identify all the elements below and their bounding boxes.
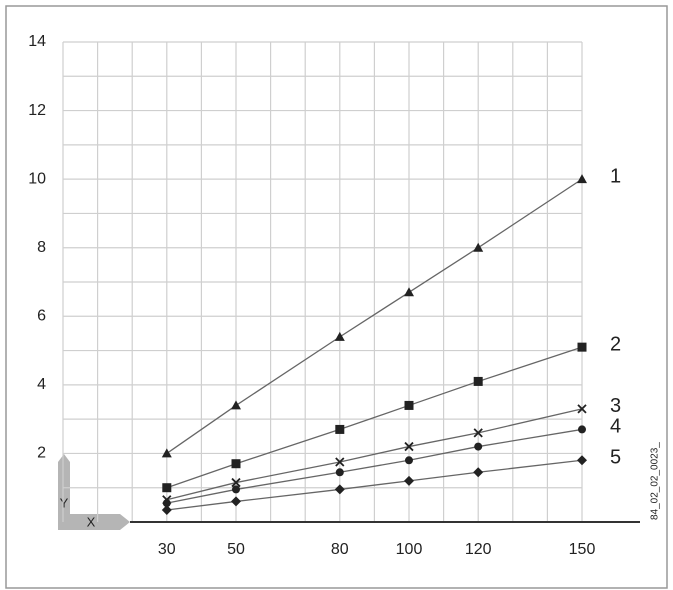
y-tick-label: 4 — [37, 376, 46, 393]
x-tick-label: 100 — [396, 541, 423, 558]
x-tick-label: 80 — [331, 541, 349, 558]
y-tick-label: 8 — [37, 239, 46, 256]
marker — [577, 455, 587, 466]
figure-code: 84_02_02_0023_ — [650, 442, 661, 520]
marker — [162, 499, 171, 508]
axis-icon-x: X — [87, 514, 96, 529]
series-line — [166, 428, 583, 504]
marker — [335, 424, 345, 434]
series-label: 3 — [610, 395, 621, 417]
series-label: 2 — [610, 333, 621, 355]
marker — [231, 496, 241, 507]
series-line — [166, 178, 583, 454]
marker — [473, 467, 484, 478]
x-tick-label: 50 — [227, 541, 245, 558]
marker — [231, 477, 241, 488]
marker — [161, 448, 172, 458]
y-tick-label: 14 — [28, 33, 46, 50]
x-tick-label: 120 — [465, 541, 492, 558]
x-tick-label: 150 — [569, 541, 596, 558]
marker — [473, 376, 483, 386]
marker — [335, 468, 344, 477]
marker — [577, 404, 587, 414]
y-tick-label: 10 — [28, 170, 46, 187]
marker — [404, 441, 414, 452]
marker — [232, 485, 240, 494]
marker — [577, 342, 587, 352]
marker — [473, 242, 484, 252]
marker — [405, 456, 413, 465]
series-line — [166, 346, 583, 489]
grid — [62, 41, 583, 522]
series-label: 5 — [610, 447, 621, 469]
marker — [404, 400, 414, 410]
marker — [473, 428, 483, 438]
x-tick-label: 30 — [158, 541, 176, 558]
y-tick-label: 6 — [37, 308, 46, 325]
marker — [474, 442, 483, 451]
marker — [231, 459, 241, 469]
marker — [334, 484, 345, 495]
series-line — [166, 459, 583, 511]
marker — [162, 483, 172, 493]
marker — [404, 287, 414, 297]
series-label: 1 — [610, 165, 621, 187]
series-label: 4 — [610, 416, 621, 438]
marker — [577, 174, 587, 184]
marker — [231, 400, 241, 410]
marker — [334, 331, 345, 341]
axis-icon — [58, 462, 130, 530]
marker — [578, 425, 586, 434]
marker — [404, 475, 414, 486]
axis-icon-y: Y — [60, 495, 69, 510]
series-line — [166, 408, 583, 501]
marker — [335, 457, 345, 467]
y-tick-label: 2 — [37, 445, 46, 462]
frame — [5, 5, 668, 589]
marker — [161, 505, 172, 515]
axis-icon-arrow — [58, 454, 70, 462]
y-tick-label: 12 — [28, 102, 46, 119]
